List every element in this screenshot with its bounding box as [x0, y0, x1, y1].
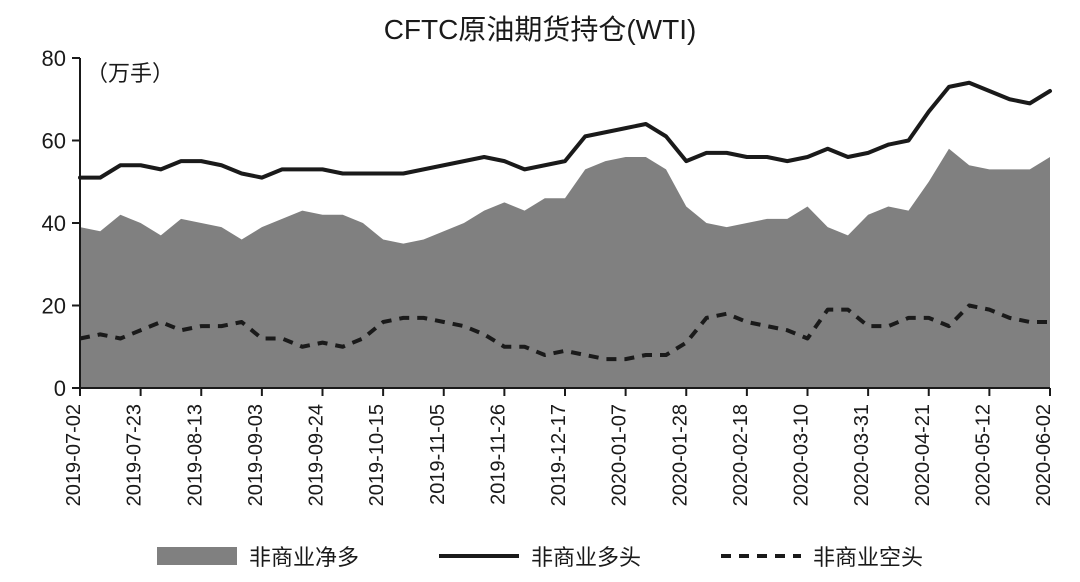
legend: 非商业净多 非商业多头 非商业空头 [0, 540, 1080, 572]
legend-swatch-area [157, 547, 237, 565]
x-tick-label: 2020-03-10 [791, 404, 813, 506]
x-tick-label: 2019-11-26 [487, 404, 509, 505]
chart-container: CFTC原油期货持仓(WTI) （万手） 0 20 40 60 80 2019-07-02… [0, 0, 1080, 582]
legend-item-short: 非商业空头 [721, 540, 923, 572]
x-tick-label: 2019-08-13 [184, 404, 206, 506]
y-tick-label: 40 [42, 211, 66, 236]
y-tick-label: 0 [54, 376, 66, 401]
y-axis-unit-label: （万手） [86, 56, 174, 88]
legend-swatch-dashed-line [721, 551, 801, 561]
x-tick-label: 2019-10-15 [366, 404, 388, 506]
legend-item-net-long: 非商业净多 [157, 540, 359, 572]
y-tick-label: 80 [42, 46, 66, 71]
legend-swatch-solid-line [439, 554, 519, 558]
y-tick-label: 20 [42, 294, 66, 319]
x-tick-label: 2020-03-31 [851, 404, 873, 506]
legend-item-long: 非商业多头 [439, 540, 641, 572]
x-tick-label: 2019-11-05 [427, 404, 449, 505]
x-tick-label: 2020-06-02 [1033, 404, 1055, 506]
y-tick-label: 60 [42, 129, 66, 154]
legend-label-short: 非商业空头 [813, 540, 923, 572]
legend-label-net-long: 非商业净多 [249, 540, 359, 572]
x-tick-label: 2020-01-28 [669, 404, 691, 506]
chart-title: CFTC原油期货持仓(WTI) [0, 8, 1080, 48]
x-tick-label: 2019-09-03 [245, 404, 267, 506]
x-tick-label: 2019-09-24 [306, 404, 328, 506]
x-tick-label: 2019-07-23 [124, 404, 146, 506]
x-tick-label: 2020-01-07 [609, 404, 631, 506]
x-tick-label: 2019-07-02 [63, 404, 85, 506]
x-tick-label: 2019-12-17 [548, 404, 570, 506]
series-long-line [80, 83, 1050, 178]
legend-label-long: 非商业多头 [531, 540, 641, 572]
x-tick-label: 2020-05-12 [972, 404, 994, 506]
x-tick-label: 2020-04-21 [912, 404, 934, 506]
x-tick-label: 2020-02-18 [730, 404, 752, 506]
series-net-long-area [80, 149, 1050, 388]
